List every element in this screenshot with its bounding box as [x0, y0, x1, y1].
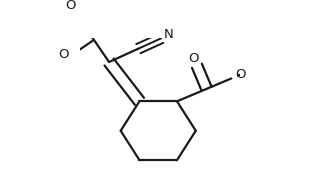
Text: O: O [66, 0, 76, 12]
Text: N: N [164, 29, 173, 42]
Text: O: O [188, 52, 199, 65]
Text: O: O [235, 68, 246, 81]
Text: O: O [58, 48, 69, 61]
